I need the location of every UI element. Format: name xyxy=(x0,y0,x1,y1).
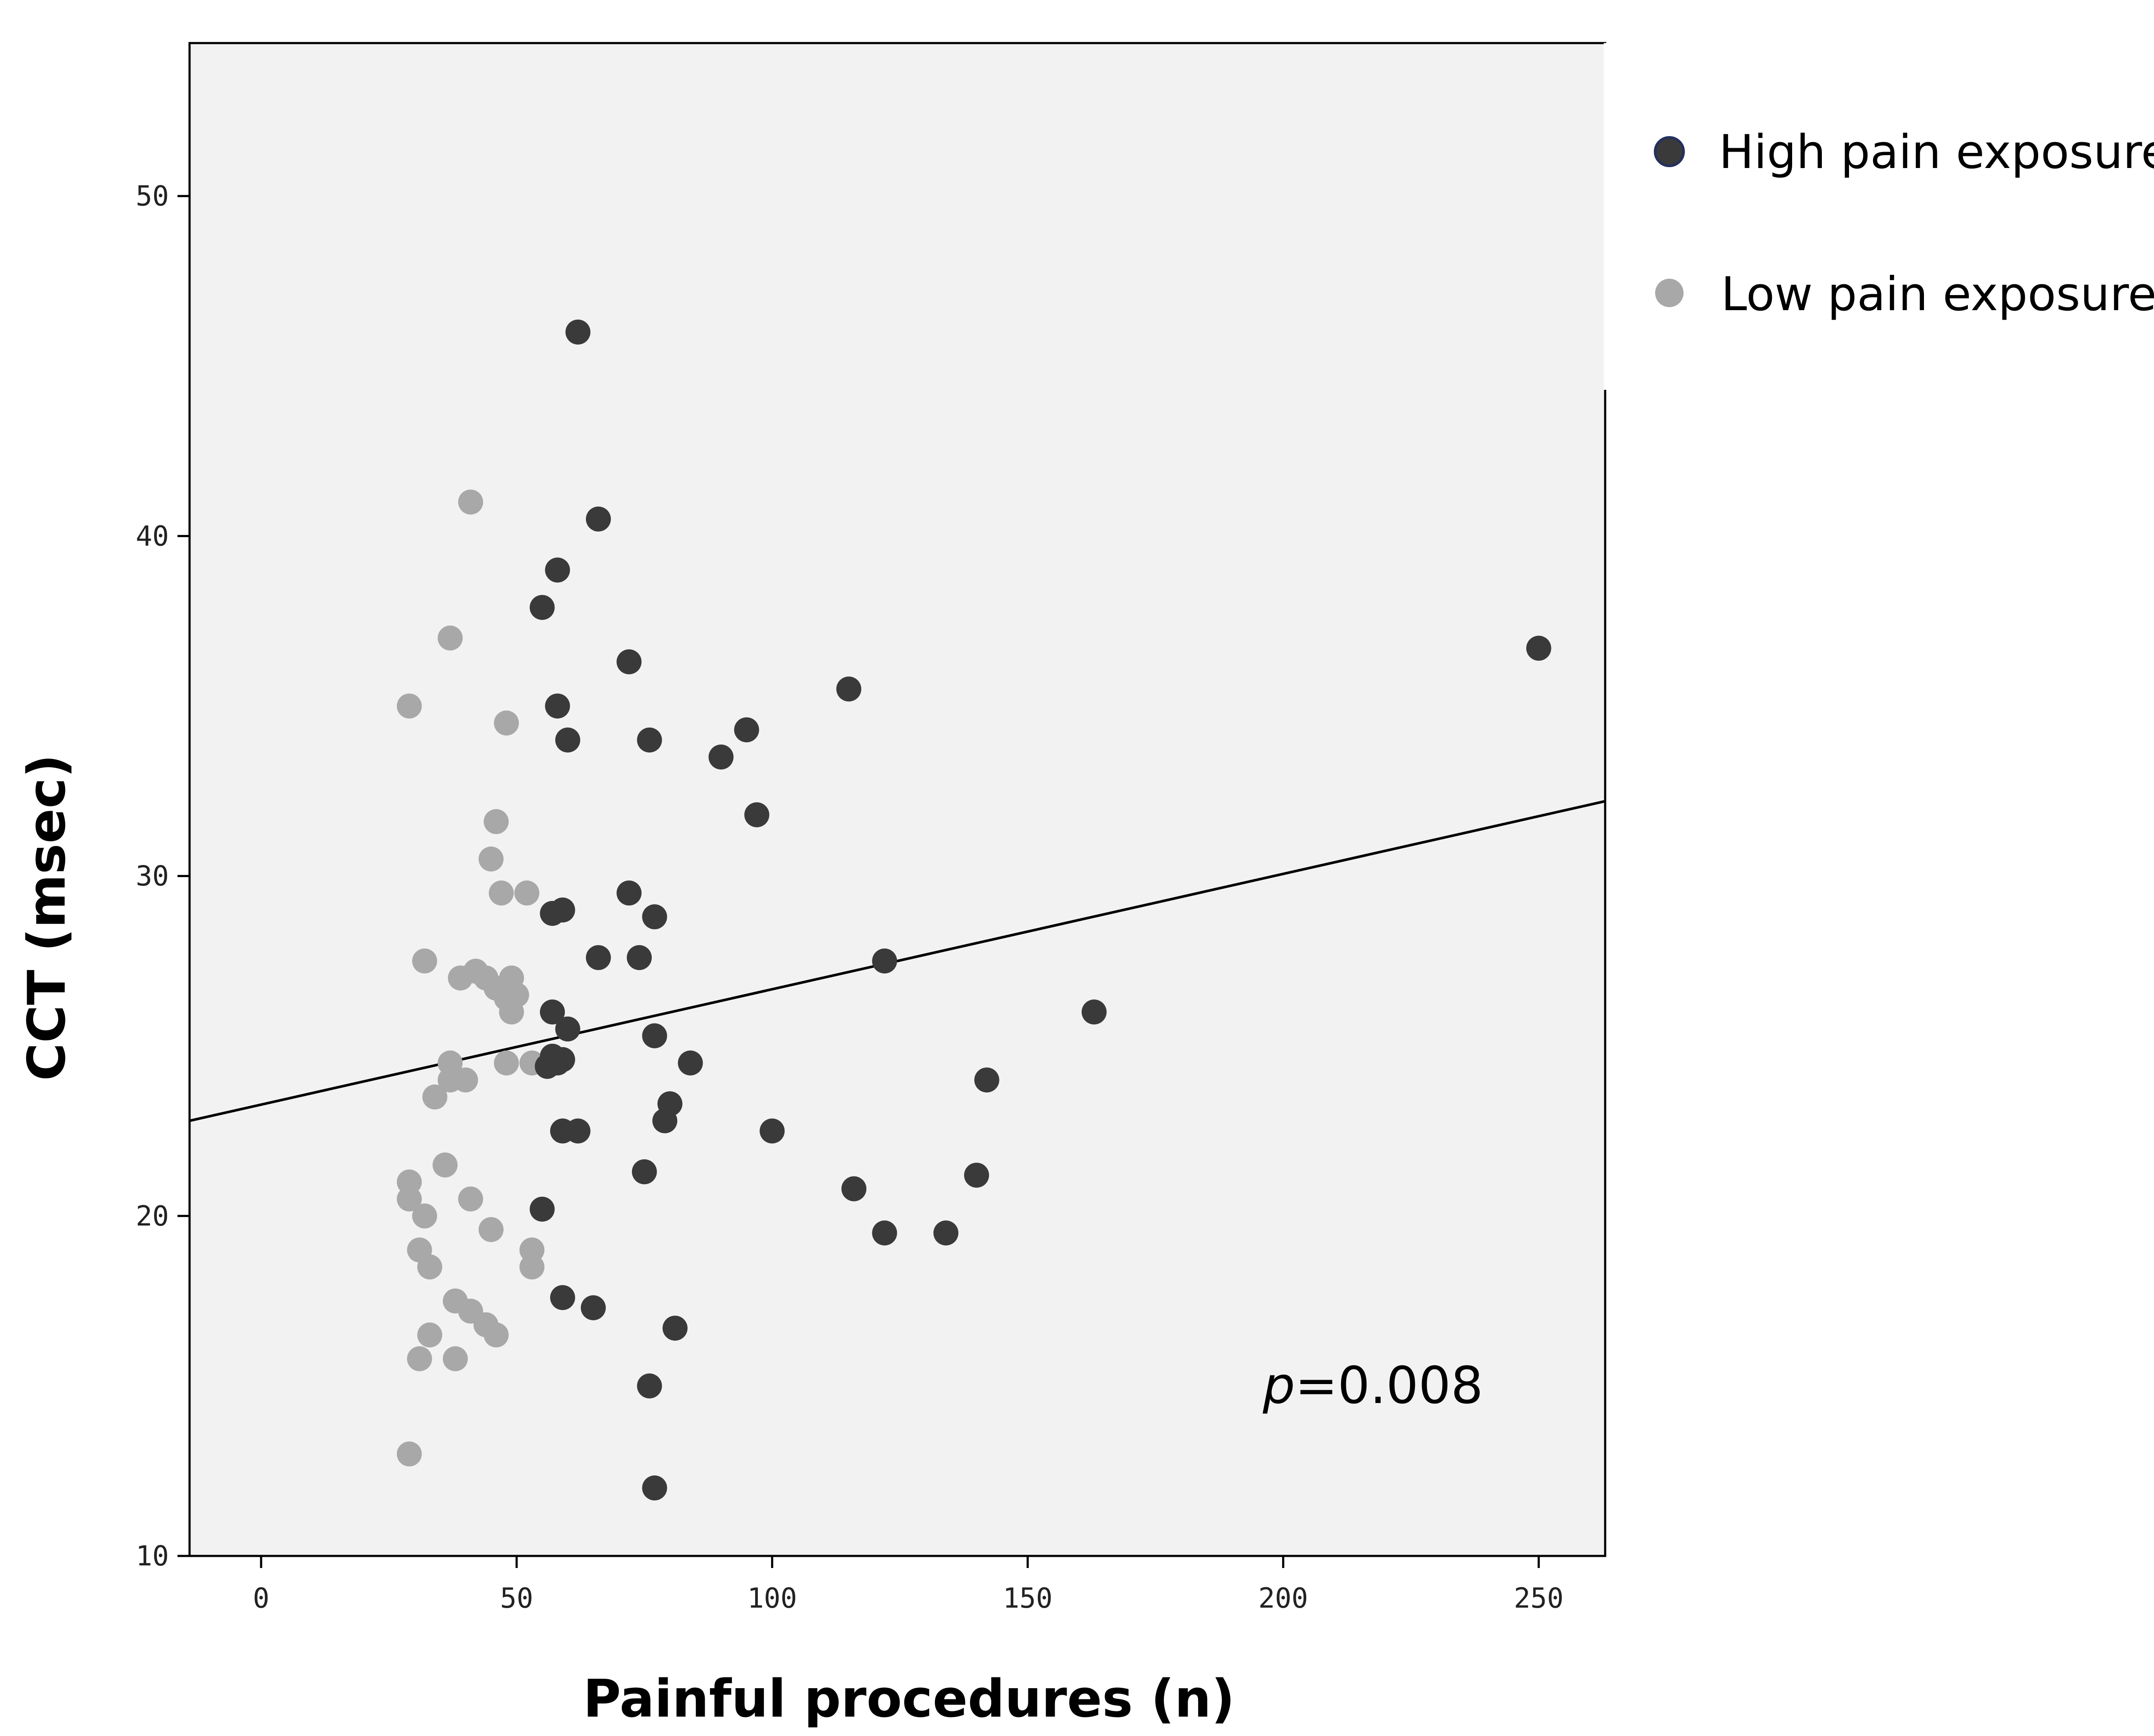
data-point-low xyxy=(519,1254,545,1280)
y-axis-title: CCT (msec) xyxy=(17,754,77,1081)
data-point-low xyxy=(397,1186,422,1212)
x-tick-label: 150 xyxy=(1003,1583,1053,1615)
x-tick-label: 50 xyxy=(500,1583,533,1615)
data-point-high xyxy=(545,557,570,583)
data-point-low xyxy=(458,1186,483,1212)
data-point-high xyxy=(540,999,565,1025)
data-point-high xyxy=(841,1176,867,1201)
data-point-high xyxy=(760,1118,785,1144)
y-tick-label: 10 xyxy=(136,1540,169,1572)
p-symbol: p xyxy=(1262,1356,1295,1415)
data-point-low xyxy=(458,489,483,515)
data-point-high xyxy=(708,744,734,770)
data-point-low xyxy=(478,846,504,872)
data-point-low xyxy=(438,625,463,651)
data-point-low xyxy=(489,880,514,906)
data-point-low xyxy=(397,1441,422,1467)
data-point-low xyxy=(422,1084,448,1110)
data-point-high xyxy=(974,1067,999,1093)
data-point-low xyxy=(417,1322,442,1348)
legend-marker-low xyxy=(1655,279,1684,307)
legend: High pain exposure Low pain exposure xyxy=(1654,125,2154,321)
data-point-high xyxy=(555,1016,580,1042)
p-value-annotation: p=0.008 xyxy=(1262,1356,1483,1415)
x-tick-label: 200 xyxy=(1258,1583,1308,1615)
y-tick-label: 40 xyxy=(136,520,169,552)
x-tick-label: 0 xyxy=(253,1583,270,1615)
data-point-high xyxy=(586,506,611,532)
regression-line xyxy=(189,800,1606,1122)
x-axis: 0 50 100 150 200 250 xyxy=(253,1556,1564,1615)
data-point-low xyxy=(514,880,539,906)
data-point-low xyxy=(433,1152,458,1178)
data-point-high xyxy=(529,1197,555,1222)
legend-label-low: Low pain exposure xyxy=(1721,268,2154,321)
data-point-high xyxy=(652,1108,678,1133)
data-point-low xyxy=(494,710,519,736)
data-point-high xyxy=(632,1159,657,1185)
data-points xyxy=(397,319,1551,1501)
x-tick-label: 250 xyxy=(1514,1583,1564,1615)
y-tick-label: 20 xyxy=(136,1201,169,1232)
data-point-high xyxy=(550,1047,575,1072)
data-point-high xyxy=(555,727,580,753)
data-point-high xyxy=(545,693,570,719)
data-point-high xyxy=(642,1475,667,1501)
data-point-low xyxy=(448,965,473,991)
data-point-low xyxy=(494,1050,519,1076)
plot-area xyxy=(190,43,1605,1556)
data-point-high xyxy=(529,595,555,620)
legend-marker-high xyxy=(1654,136,1685,167)
p-value-text: =0.008 xyxy=(1295,1356,1483,1415)
y-tick-label: 50 xyxy=(136,180,169,212)
data-point-high xyxy=(637,727,662,753)
data-point-high xyxy=(586,945,611,970)
data-point-low xyxy=(442,1346,468,1372)
data-point-low xyxy=(417,1254,442,1280)
data-point-high xyxy=(1081,999,1107,1025)
data-point-low xyxy=(483,809,509,834)
data-point-high xyxy=(872,948,897,974)
data-point-high xyxy=(626,945,652,970)
data-point-low xyxy=(483,1322,509,1348)
data-point-low xyxy=(412,1203,437,1229)
y-tick-label: 30 xyxy=(136,861,169,893)
data-point-low xyxy=(397,693,422,719)
data-point-high xyxy=(872,1220,897,1246)
data-point-high xyxy=(734,717,760,743)
data-point-high xyxy=(662,1316,688,1341)
data-point-high xyxy=(550,1285,575,1310)
data-point-high xyxy=(744,802,769,828)
data-point-high xyxy=(565,319,591,345)
data-point-low xyxy=(478,1217,504,1242)
data-point-high xyxy=(836,676,862,702)
data-point-high xyxy=(616,649,642,675)
data-point-low xyxy=(407,1346,432,1372)
data-point-high xyxy=(565,1118,591,1144)
data-point-high xyxy=(642,904,667,930)
data-point-high xyxy=(616,880,642,906)
data-point-high xyxy=(637,1373,662,1399)
data-point-high xyxy=(1526,635,1551,661)
data-point-high xyxy=(581,1295,606,1320)
x-axis-title: Painful procedures (n) xyxy=(583,1669,1235,1729)
data-point-low xyxy=(453,1067,478,1093)
data-point-low xyxy=(499,999,524,1025)
data-point-low xyxy=(412,948,437,974)
y-axis: 10 20 30 40 50 xyxy=(136,180,190,1572)
data-point-high xyxy=(933,1220,959,1246)
data-point-high xyxy=(964,1163,989,1188)
legend-label-high: High pain exposure xyxy=(1719,125,2154,179)
data-point-high xyxy=(550,897,575,923)
x-tick-label: 100 xyxy=(747,1583,797,1615)
data-point-high xyxy=(678,1050,703,1076)
plot-frame xyxy=(188,42,1606,1557)
data-point-high xyxy=(642,1023,667,1048)
